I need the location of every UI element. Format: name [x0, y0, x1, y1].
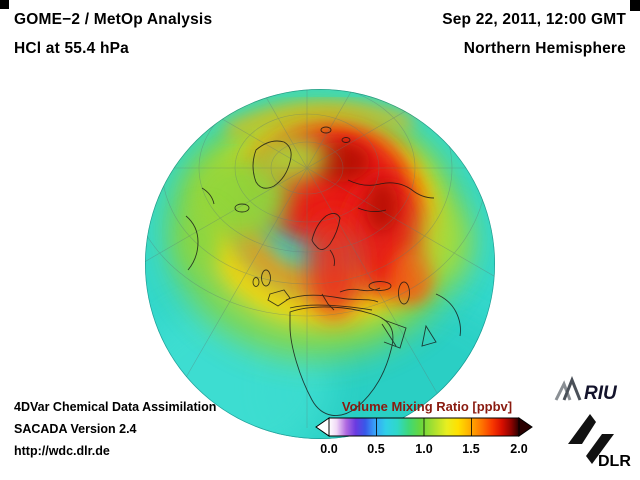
footer-credits: 4DVar Chemical Data Assimilation SACADA … — [14, 401, 216, 458]
hemisphere-globe-map — [145, 89, 495, 439]
dlr-logo: DLR — [568, 414, 631, 470]
colorbar-tick-3: 1.5 — [462, 442, 480, 456]
colorbar-tick-0: 0.0 — [320, 442, 338, 456]
species-level: HCl at 55.4 hPa — [14, 39, 129, 57]
coastlines — [185, 126, 461, 416]
colorbar-tick-4: 2.0 — [510, 442, 528, 456]
colorbar — [315, 417, 533, 437]
colorbar-title: Volume Mixing Ratio [ppbv] — [341, 399, 513, 414]
colorbar-over-arrow — [518, 417, 533, 437]
colorbar-under-arrow — [315, 417, 330, 437]
product-title: GOME−2 / MetOp Analysis — [14, 11, 213, 28]
dlr-wing-icon — [568, 414, 596, 444]
url-label: http://wdc.dlr.de — [14, 444, 110, 458]
corner-mark-top-left — [0, 0, 9, 9]
colorbar-tick-2: 1.0 — [415, 442, 433, 456]
riu-mountain-icon — [554, 380, 572, 401]
colorbar-tick-1: 0.5 — [367, 442, 385, 456]
header-right: Sep 22, 2011, 12:00 GMT Northern Hemisph… — [442, 12, 626, 56]
region-label: Northern Hemisphere — [463, 39, 626, 57]
corner-mark-top-right — [630, 0, 640, 11]
assimilation-label: 4DVar Chemical Data Assimilation — [14, 400, 217, 414]
dlr-logo-text: DLR — [598, 453, 631, 470]
riu-logo-text: RIU — [584, 383, 618, 404]
version-label: SACADA Version 2.4 — [14, 422, 137, 436]
riu-peak-icon — [562, 376, 582, 401]
riu-logo: RIU — [554, 376, 618, 404]
header-left: GOME−2 / MetOp Analysis HCl at 55.4 hPa — [14, 12, 212, 56]
graticule — [145, 89, 495, 428]
dlr-wing-icon — [586, 434, 614, 464]
datetime-label: Sep 22, 2011, 12:00 GMT — [442, 11, 626, 28]
mixing-ratio-data-field — [145, 89, 495, 439]
